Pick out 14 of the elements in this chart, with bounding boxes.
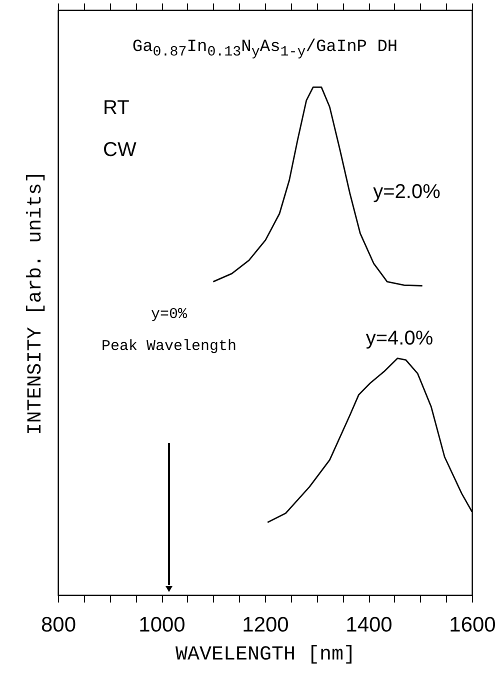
annotation: CW bbox=[103, 139, 136, 161]
chart-title: Ga$_{0.87}$In$_{0.13}$N$_{y}$As$_{1-y}$/GaInP DH bbox=[132, 38, 398, 60]
x-tick-label: 1200 bbox=[242, 614, 289, 636]
x-tick-label: 1400 bbox=[346, 614, 392, 636]
annotation: y=0% bbox=[150, 306, 188, 323]
series-label: y=4.0% bbox=[366, 327, 434, 350]
annotation: Peak Wavelength bbox=[101, 338, 237, 355]
y-axis-title: INTENSITY [arb. units] bbox=[24, 170, 48, 436]
x-tick-label: 1000 bbox=[138, 614, 186, 636]
x-tick-label: 800 bbox=[40, 614, 76, 636]
series-label: y=2.0% bbox=[373, 181, 441, 204]
x-tick-label: 1600 bbox=[449, 614, 496, 636]
x-axis-title: WAVELENGTH [nm] bbox=[175, 644, 356, 666]
annotation: RT bbox=[103, 97, 130, 119]
